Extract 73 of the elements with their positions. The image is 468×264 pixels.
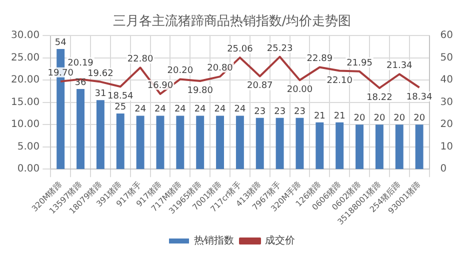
y-tick-label: 25.00	[10, 52, 40, 64]
data-label: 20	[414, 114, 426, 124]
data-label: 20.80	[207, 64, 234, 74]
y-tick-label: 10.00	[10, 119, 40, 130]
bar	[176, 116, 184, 170]
legend-label: 热销指数	[194, 234, 234, 247]
bar	[76, 89, 85, 170]
y2-tick-label: 60	[440, 30, 454, 42]
bar	[256, 118, 264, 170]
y2-tick-label: 0	[440, 164, 447, 175]
data-label: 20.20	[167, 66, 194, 76]
data-label: 24	[134, 104, 146, 115]
bar	[236, 116, 244, 170]
data-label: 24	[174, 104, 186, 115]
bar	[296, 118, 304, 170]
y-tick-label: 15.00	[10, 96, 40, 108]
bar	[196, 116, 204, 170]
data-label: 25.06	[227, 44, 254, 55]
bar	[276, 118, 284, 170]
y2-tick-label: 50	[440, 52, 454, 64]
bar	[415, 124, 424, 170]
data-label: 19.70	[48, 68, 74, 78]
data-label: 24	[234, 104, 246, 115]
data-label: 23	[294, 106, 306, 117]
bar	[395, 124, 404, 170]
chart-title: 三月各主流猪蹄商品热销指数/均价走势图	[112, 13, 352, 30]
data-label: 20.87	[247, 81, 273, 92]
data-label: 22.10	[326, 76, 353, 86]
data-label: 21.95	[346, 58, 372, 68]
data-label: 20	[374, 114, 386, 124]
data-label: 22.80	[127, 54, 154, 65]
data-label: 24	[214, 104, 226, 115]
data-label: 18.34	[406, 92, 432, 102]
bar	[375, 124, 384, 170]
data-label: 36	[74, 78, 87, 88]
data-label: 54	[54, 38, 67, 48]
y-tick-label: 30.00	[10, 30, 40, 42]
bar	[336, 122, 344, 170]
y2-tick-label: 30	[440, 96, 454, 108]
y-tick-label: 20.00	[10, 74, 40, 86]
data-label: 25.23	[266, 44, 293, 54]
bar	[156, 116, 164, 170]
data-label: 24	[154, 104, 166, 115]
data-label: 21	[334, 111, 346, 122]
y-tick-label: 5.00	[17, 141, 40, 152]
legend-label: 成交价	[265, 234, 295, 247]
data-label: 23	[274, 106, 286, 117]
bar	[316, 122, 324, 170]
data-label: 22.89	[306, 54, 333, 64]
y2-tick-label: 40	[440, 74, 454, 86]
y2-tick-label: 20	[440, 119, 454, 130]
y-tick-label: 0.00	[17, 164, 40, 175]
data-label: 20.19	[68, 58, 94, 68]
data-label: 25	[114, 102, 126, 112]
data-label: 24	[194, 104, 206, 115]
bar	[136, 116, 144, 170]
data-label: 21	[314, 111, 326, 122]
y2-tick-label: 10	[440, 141, 454, 152]
bar	[356, 124, 364, 170]
data-label: 16.90	[147, 80, 174, 91]
data-label: 19.62	[88, 68, 114, 79]
data-label: 19.80	[187, 86, 214, 96]
data-label: 18.22	[366, 93, 392, 104]
bar	[216, 116, 224, 170]
bar	[96, 100, 104, 170]
data-label: 21.34	[386, 61, 413, 72]
bar	[116, 113, 124, 170]
data-label: 18.54	[107, 92, 134, 102]
data-label: 20	[394, 114, 406, 124]
data-label: 20.00	[286, 85, 313, 96]
data-label: 31	[94, 89, 106, 100]
data-label: 23	[254, 106, 266, 117]
data-label: 20	[354, 114, 366, 124]
